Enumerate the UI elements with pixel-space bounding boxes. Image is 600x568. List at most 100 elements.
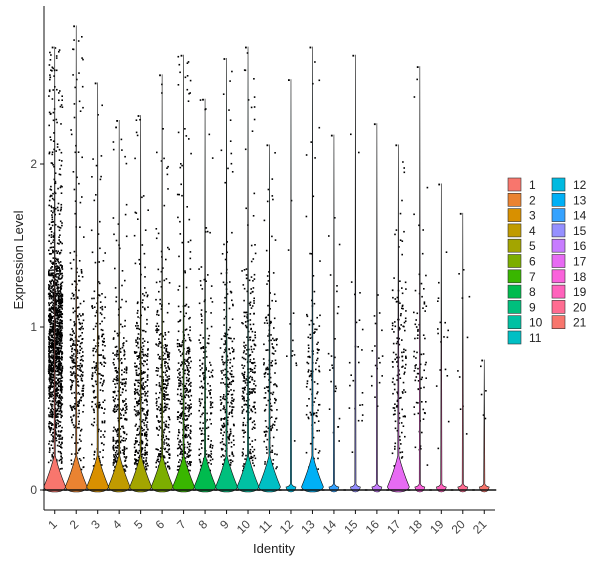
- data-point: [80, 397, 82, 399]
- data-point: [146, 359, 148, 361]
- data-point: [158, 429, 160, 431]
- data-point: [178, 345, 181, 347]
- data-point: [95, 365, 97, 367]
- data-point: [265, 433, 267, 436]
- data-point: [315, 368, 317, 371]
- data-point: [413, 96, 416, 98]
- data-point: [50, 383, 53, 385]
- data-point: [312, 436, 315, 439]
- data-point: [201, 322, 203, 324]
- data-point: [52, 337, 55, 339]
- data-point: [50, 427, 53, 429]
- data-point: [229, 140, 232, 142]
- data-point: [138, 425, 141, 428]
- data-point: [403, 325, 405, 328]
- data-point: [262, 358, 265, 360]
- data-point: [230, 370, 233, 372]
- data-point: [157, 449, 159, 451]
- data-point: [177, 443, 180, 446]
- data-point: [120, 435, 122, 438]
- data-point: [271, 235, 273, 238]
- data-point: [60, 164, 63, 167]
- data-point: [114, 390, 116, 393]
- data-point: [53, 199, 55, 201]
- data-point: [73, 321, 75, 323]
- data-point: [185, 353, 188, 355]
- data-point: [268, 271, 270, 273]
- data-point: [209, 231, 211, 234]
- data-point: [53, 165, 55, 168]
- data-point: [141, 386, 143, 388]
- data-point: [222, 434, 224, 437]
- data-point: [186, 379, 188, 382]
- data-point: [187, 451, 190, 453]
- data-point: [59, 407, 62, 410]
- legend-label: 11: [529, 331, 542, 345]
- data-point: [142, 372, 145, 374]
- data-point: [60, 285, 63, 287]
- data-point: [210, 456, 212, 458]
- data-point: [378, 312, 381, 314]
- data-point: [91, 443, 93, 446]
- data-point: [79, 334, 82, 337]
- violin-12: [278, 79, 303, 493]
- data-point: [125, 372, 128, 374]
- data-point: [52, 394, 55, 397]
- data-point: [209, 406, 212, 409]
- data-point: [52, 220, 54, 223]
- data-point: [275, 300, 277, 302]
- data-point: [120, 358, 123, 360]
- data-point: [59, 294, 61, 296]
- data-point: [230, 394, 233, 396]
- data-point: [136, 358, 139, 360]
- data-point: [144, 433, 146, 436]
- data-point: [48, 366, 50, 368]
- data-point: [144, 266, 146, 269]
- data-point: [50, 206, 53, 209]
- data-point: [59, 283, 62, 286]
- data-point: [119, 394, 122, 396]
- data-point: [116, 349, 119, 352]
- data-point: [134, 463, 136, 465]
- data-point: [185, 394, 188, 396]
- data-point: [185, 328, 188, 331]
- data-point: [138, 402, 141, 405]
- data-point: [52, 288, 54, 290]
- data-point: [189, 389, 191, 392]
- data-point: [50, 434, 53, 436]
- data-point: [55, 306, 57, 309]
- data-point: [164, 362, 166, 365]
- data-point: [305, 154, 308, 156]
- data-point: [50, 189, 53, 191]
- data-point: [163, 402, 166, 405]
- data-point: [137, 410, 139, 412]
- data-point: [114, 460, 117, 463]
- data-point: [55, 424, 58, 426]
- data-point: [220, 447, 223, 450]
- data-point: [253, 380, 256, 382]
- data-point: [178, 349, 180, 351]
- data-point: [232, 348, 235, 351]
- data-point: [57, 374, 60, 376]
- data-point: [186, 351, 188, 353]
- data-point: [398, 343, 401, 346]
- data-point: [57, 413, 59, 416]
- data-point: [355, 321, 358, 324]
- data-point: [159, 385, 162, 388]
- data-point: [223, 335, 225, 337]
- data-point: [207, 382, 209, 385]
- data-point: [231, 402, 233, 405]
- data-point: [184, 415, 187, 417]
- data-point: [71, 347, 74, 350]
- data-point: [133, 443, 136, 446]
- data-point: [55, 426, 58, 429]
- data-point: [79, 434, 81, 437]
- data-point: [54, 47, 57, 49]
- data-point: [99, 301, 102, 303]
- data-point: [78, 409, 80, 412]
- data-point: [60, 377, 63, 379]
- data-point: [224, 417, 226, 419]
- data-point: [162, 376, 164, 378]
- data-point: [159, 391, 161, 394]
- data-point: [314, 157, 316, 159]
